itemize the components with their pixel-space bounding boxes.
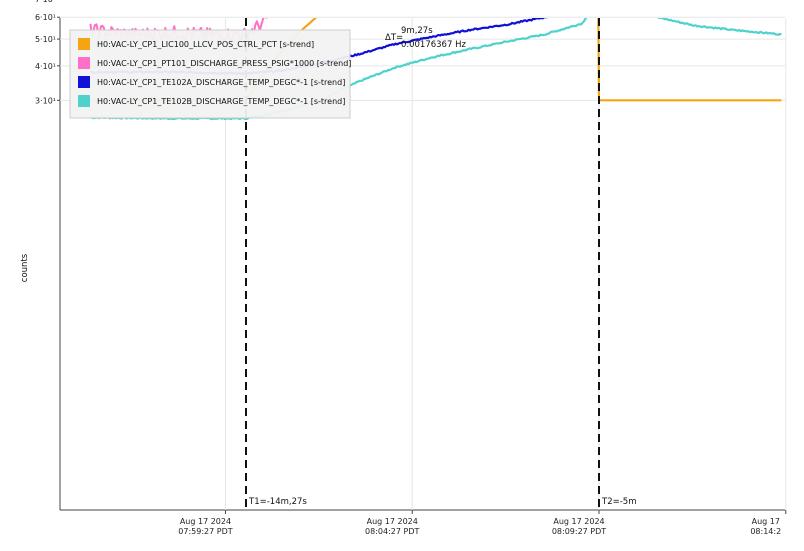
legend-label: H0:VAC-LY_CP1_TE102B_DISCHARGE_TEMP_DEGC… <box>97 97 345 106</box>
x-tick-time: 08:14:2 <box>750 527 781 536</box>
y-tick-label: 6·10¹ <box>35 13 56 22</box>
legend-swatch <box>78 76 90 88</box>
y-tick-label: 5·10¹ <box>35 35 56 44</box>
legend-label: H0:VAC-LY_CP1_LIC100_LLCV_POS_CTRL_PCT [… <box>97 40 314 49</box>
legend-swatch <box>78 57 90 69</box>
x-tick-time: 08:04:27 PDT <box>365 527 419 536</box>
delta-t-prefix: ΔT= <box>385 33 403 43</box>
x-tick-time: 08:09:27 PDT <box>552 527 606 536</box>
legend-label: H0:VAC-LY_CP1_PT101_DISCHARGE_PRESS_PSIG… <box>97 59 351 68</box>
legend[interactable]: H0:VAC-LY_CP1_LIC100_LLCV_POS_CTRL_PCT [… <box>69 29 351 119</box>
x-tick-date: Aug 17 2024 <box>553 517 604 526</box>
y-tick-label: 3·10¹ <box>35 96 56 105</box>
y-tick-label: 7·10¹ <box>35 0 56 4</box>
legend-box <box>69 29 351 119</box>
x-tick-time: 07:59:27 PDT <box>178 527 232 536</box>
legend-label: H0:VAC-LY_CP1_TE102A_DISCHARGE_TEMP_DEGC… <box>97 78 345 87</box>
x-tick-date: Aug 17 2024 <box>367 517 418 526</box>
legend-swatch <box>78 95 90 107</box>
annotation-layer: T1=-14m,27sT2=-5mY2=200Y1=140ΔT=9m,27s0.… <box>248 26 636 507</box>
y-tick-label: 4·10¹ <box>35 62 56 71</box>
delta-freq-value: 0.00176367 Hz <box>401 40 466 50</box>
axis-ticks: 3·10¹4·10¹5·10¹6·10¹7·10¹8·10¹9·10¹10²2·… <box>35 0 787 536</box>
x-tick-date: Aug 17 2024 <box>180 517 231 526</box>
y-axis-label: counts <box>20 253 30 282</box>
time-cursor-label: T1=-14m,27s <box>248 497 307 507</box>
legend-swatch <box>78 38 90 50</box>
delta-t-value: 9m,27s <box>401 26 433 36</box>
time-cursor-label: T2=-5m <box>601 497 636 507</box>
x-tick-date: Aug 17 <box>752 517 780 526</box>
